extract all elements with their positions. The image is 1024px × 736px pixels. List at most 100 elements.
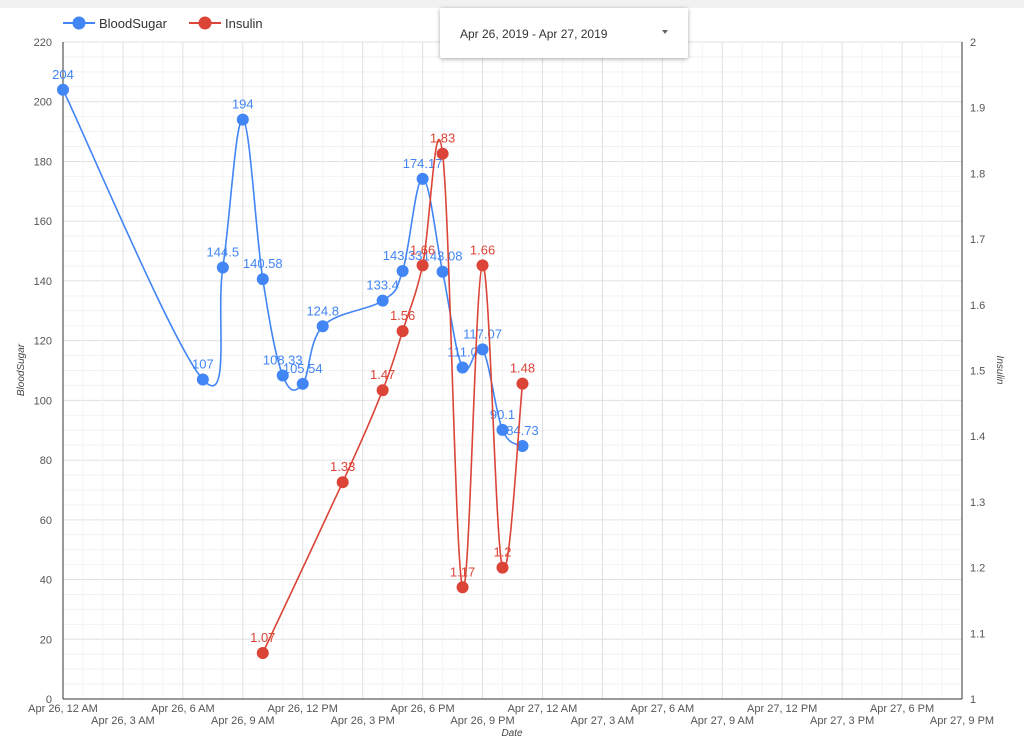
bloodsugar-data-label: 117.07 <box>463 326 502 341</box>
x-axis-tick-label: Apr 27, 3 AM <box>571 715 635 727</box>
bloodsugar-data-point <box>476 343 489 356</box>
x-axis-tick-label: Apr 26, 9 PM <box>450 715 514 727</box>
x-axis-tick-label: Apr 27, 6 AM <box>631 703 695 715</box>
top-bar <box>0 0 1024 8</box>
chart-grid <box>62 41 963 700</box>
right-axis-title: Insulin <box>994 356 1005 385</box>
bloodsugar-data-point <box>316 320 329 333</box>
bloodsugar-data-label: 124.8 <box>306 303 339 318</box>
right-axis-tick-label: 1.4 <box>970 431 985 443</box>
right-axis-tick-label: 1.9 <box>970 103 985 115</box>
bloodsugar-data-label: 111.0 <box>447 345 478 360</box>
insulin-data-label: 1.33 <box>330 459 355 474</box>
right-axis-tick-label: 1.6 <box>970 300 985 312</box>
left-axis-tick-label: 180 <box>34 156 52 168</box>
bloodsugar-data-label: 143.33 <box>383 248 423 263</box>
x-axis-tick-label: Apr 26, 12 AM <box>28 703 98 715</box>
left-axis-tick-label: 200 <box>34 97 52 109</box>
insulin-data-point <box>496 561 509 574</box>
insulin-data-label: 1.66 <box>410 242 435 257</box>
bloodsugar-data-label: 105.54 <box>283 361 323 376</box>
x-axis-tick-label: Apr 26, 6 AM <box>151 703 215 715</box>
bloodsugar-data-label: 143.08 <box>423 249 463 264</box>
right-axis-tick-label: 1.3 <box>970 497 985 509</box>
bloodsugar-data-point <box>456 361 469 374</box>
right-axis-tick-label: 1.2 <box>970 563 985 575</box>
bloodsugar-legend-swatch-dot <box>72 16 86 30</box>
x-axis-title: Date <box>501 728 523 736</box>
x-axis-tick-label: Apr 27, 12 PM <box>747 703 817 715</box>
date-range-picker[interactable]: Apr 26, 2019 - Apr 27, 2019 <box>440 8 688 58</box>
bloodsugar-data-point <box>376 294 389 307</box>
x-axis-tick-label: Apr 27, 9 PM <box>930 715 994 727</box>
x-axis-tick-label: Apr 27, 12 AM <box>508 703 578 715</box>
x-axis-tick-label: Apr 26, 3 PM <box>331 715 395 727</box>
chart-legend: BloodSugar Insulin <box>63 16 263 31</box>
bloodsugar-data-point <box>396 264 409 277</box>
insulin-data-label: 1.83 <box>430 131 455 146</box>
x-axis-ticks: Apr 26, 12 AM Apr 26, 6 AM Apr 26, 12 PM Ap… <box>28 703 994 727</box>
right-axis-tick-label: 1 <box>970 694 976 706</box>
x-axis-tick-label: Apr 26, 9 AM <box>211 715 275 727</box>
bloodsugar-data-label: 133.4 <box>366 278 399 293</box>
insulin-legend-swatch-dot <box>198 16 212 30</box>
bloodsugar-data-point <box>416 172 429 185</box>
chevron-down-icon <box>662 30 668 34</box>
insulin-data-label: 1.17 <box>450 564 475 579</box>
left-axis-tick-label: 140 <box>34 276 52 288</box>
insulin-data-point <box>256 647 269 660</box>
insulin-data-label: 1.48 <box>510 361 535 376</box>
bloodsugar-data-point <box>236 113 249 126</box>
x-axis-tick-label: Apr 26, 6 PM <box>390 703 454 715</box>
left-axis-tick-label: 80 <box>40 455 52 467</box>
date-range-label: Apr 26, 2019 - Apr 27, 2019 <box>460 27 608 41</box>
bloodsugar-data-point <box>496 423 509 436</box>
insulin-data-point <box>476 259 489 272</box>
left-axis-tick-label: 0 <box>46 694 52 706</box>
right-axis-tick-label: 1.1 <box>970 628 985 640</box>
bloodsugar-data-point <box>57 83 69 96</box>
insulin-series-line <box>262 138 524 654</box>
bloodsugar-legend-label: BloodSugar <box>99 16 168 31</box>
bloodsugar-data-label: 90.1 <box>490 407 515 422</box>
insulin-data-point <box>396 325 409 338</box>
left-axis-tick-label: 20 <box>40 634 52 646</box>
insulin-legend-label: Insulin <box>225 16 263 31</box>
bloodsugar-data-label: 84.73 <box>506 423 539 438</box>
insulin-data-point <box>416 259 429 272</box>
right-axis-tick-label: 1.5 <box>970 366 985 378</box>
insulin-data-label: 1.56 <box>390 308 415 323</box>
x-axis-tick-label: Apr 27, 6 PM <box>870 703 934 715</box>
insulin-data-point <box>516 377 529 390</box>
bloodsugar-data-point <box>256 273 269 286</box>
bloodsugar-data-label: 204 <box>52 67 74 82</box>
insulin-data-point <box>456 581 469 594</box>
left-axis-tick-label: 100 <box>34 395 52 407</box>
bloodsugar-data-point <box>436 265 449 278</box>
left-axis-tick-label: 220 <box>34 37 52 49</box>
insulin-data-point <box>436 147 449 160</box>
left-axis-title: BloodSugar <box>16 343 27 396</box>
insulin-data-point <box>336 476 349 489</box>
bloodsugar-data-point <box>296 377 309 390</box>
x-axis-tick-label: Apr 26, 3 AM <box>91 715 155 727</box>
bloodsugar-data-point <box>216 261 229 274</box>
right-axis-tick-label: 2 <box>970 37 976 49</box>
bloodsugar-data-label: 107 <box>192 356 214 371</box>
bloodsugar-data-point <box>196 373 209 386</box>
left-axis-tick-label: 60 <box>40 515 52 527</box>
bloodsugar-data-label: 194 <box>232 97 254 112</box>
x-axis-tick-label: Apr 26, 12 PM <box>268 703 338 715</box>
left-axis-tick-label: 40 <box>40 575 52 587</box>
bloodsugar-data-point <box>516 439 529 452</box>
bloodsugar-data-label: 144.5 <box>207 244 240 259</box>
x-axis-tick-label: Apr 27, 9 AM <box>690 715 754 727</box>
bloodsugar-data-point <box>276 369 289 382</box>
insulin-data-point <box>376 384 389 397</box>
bloodsugar-data-label: 140.58 <box>243 256 283 271</box>
left-axis-ticks: 0 20 40 60 80 100 120 140 160 180 200 220 <box>34 37 52 706</box>
right-axis-ticks: 1 1.1 1.2 1.3 1.4 1.5 1.6 1.7 1.8 1.9 2 <box>970 37 985 706</box>
left-axis-tick-label: 120 <box>34 336 52 348</box>
